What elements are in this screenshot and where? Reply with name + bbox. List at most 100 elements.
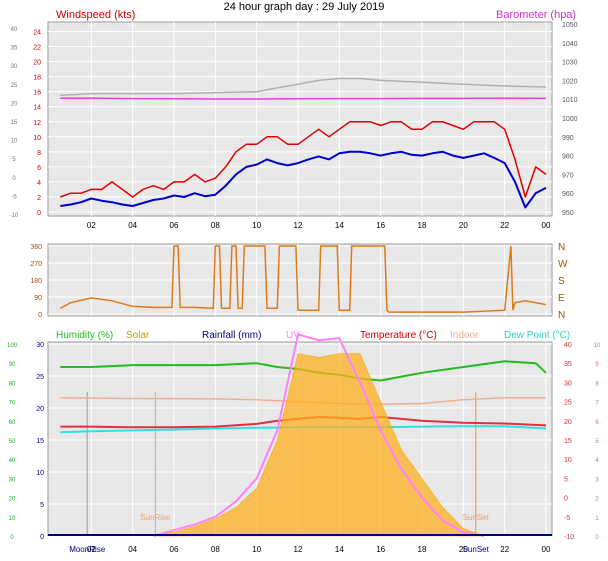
wind-tick-label: 8 xyxy=(37,150,41,157)
x-tick-label: 02 xyxy=(87,545,96,554)
temp-tick-label: 35 xyxy=(11,46,18,52)
x-tick-label: 08 xyxy=(211,221,220,230)
temp-tick-label: 0 xyxy=(12,176,16,182)
dir-tick-label: 270 xyxy=(30,261,42,268)
compass-label: N xyxy=(558,310,565,321)
wind-tick-label: 18 xyxy=(33,75,41,82)
uv-tick-label: 9 xyxy=(595,362,599,368)
wind-tick-label: 22 xyxy=(33,45,41,52)
temp-tick-label: 5 xyxy=(12,157,16,163)
humidity-tick-label: 30 xyxy=(9,477,16,483)
rain-tick-label: 20 xyxy=(36,406,44,413)
event-marker-label: MoonRise xyxy=(69,545,106,554)
wind-tick-label: 4 xyxy=(37,180,41,187)
temp-tick-label: 10 xyxy=(11,139,18,145)
dir-tick-label: 0 xyxy=(38,312,42,319)
wind-barometer-chart: 2422201816141210864204035302520151050-5-… xyxy=(10,9,578,230)
wind-axis-title: Windspeed (kts) xyxy=(56,9,135,21)
rain-tick-label: 10 xyxy=(36,470,44,477)
x-tick-label: 18 xyxy=(418,221,427,230)
uv-tick-label: 8 xyxy=(595,381,599,387)
temp-tick-label: 0 xyxy=(564,496,568,503)
humidity-tick-label: 100 xyxy=(7,343,18,349)
temp-tick-label: -5 xyxy=(11,194,17,200)
humidity-tick-label: 20 xyxy=(9,497,16,503)
series-barometer-line xyxy=(60,97,547,100)
baro-tick-label: 1020 xyxy=(562,78,578,85)
temp-tick-label: 40 xyxy=(564,342,572,349)
x-tick-label: 00 xyxy=(542,221,551,230)
legend-label: Solar xyxy=(126,330,150,341)
legend-label: Dew Point (°C) xyxy=(504,330,570,341)
humidity-tick-label: 60 xyxy=(9,420,16,426)
uv-tick-label: 4 xyxy=(595,458,599,464)
baro-tick-label: 950 xyxy=(562,210,574,217)
rain-tick-label: 5 xyxy=(40,502,44,509)
temp-tick-label: -5 xyxy=(564,515,570,522)
dir-tick-label: 180 xyxy=(30,278,42,285)
x-tick-label: 10 xyxy=(252,545,261,554)
temp-tick-label: 15 xyxy=(11,120,18,126)
temp-tick-label: 20 xyxy=(564,419,572,426)
temp-tick-label: 25 xyxy=(11,83,18,89)
humidity-tick-label: 10 xyxy=(9,516,16,522)
uv-tick-label: 0 xyxy=(595,535,599,541)
wind-tick-label: 0 xyxy=(37,210,41,217)
x-tick-label: 06 xyxy=(170,545,179,554)
humidity-tick-label: 80 xyxy=(9,381,16,387)
wind-tick-label: 16 xyxy=(33,90,41,97)
wind-tick-label: 12 xyxy=(33,120,41,127)
uv-tick-label: 7 xyxy=(595,401,599,407)
baro-tick-label: 1030 xyxy=(562,60,578,67)
series-wind_avg-line xyxy=(60,150,547,209)
event-marker-label: SunSet xyxy=(463,545,490,554)
temp-tick-label: 15 xyxy=(564,438,572,445)
temp-tick-label: 5 xyxy=(564,476,568,483)
series-uv-line xyxy=(153,333,485,537)
x-tick-label: 18 xyxy=(418,545,427,554)
x-tick-label: 14 xyxy=(335,221,344,230)
page-title: 24 hour graph day : 29 July 2019 xyxy=(223,1,385,13)
x-tick-label: 10 xyxy=(252,221,261,230)
wind-tick-label: 2 xyxy=(37,195,41,202)
wind-tick-label: 14 xyxy=(33,105,41,112)
temp-tick-label: 10 xyxy=(564,457,572,464)
x-tick-label: 12 xyxy=(294,545,303,554)
baro-tick-label: 990 xyxy=(562,135,574,142)
compass-label: N xyxy=(558,242,565,253)
legend-label: Temperature (°C) xyxy=(360,330,437,341)
legend-label: Rainfall (mm) xyxy=(202,330,261,341)
series-baro_hist-line xyxy=(60,77,547,97)
x-tick-label: 04 xyxy=(128,221,137,230)
wind-tick-label: 10 xyxy=(33,135,41,142)
compass-label: S xyxy=(558,276,565,287)
uv-tick-label: 5 xyxy=(595,439,599,445)
legend-label: Humidity (%) xyxy=(56,330,113,341)
temp-tick-label: 40 xyxy=(11,27,18,33)
compass-label: W xyxy=(558,259,568,270)
baro-tick-label: 960 xyxy=(562,191,574,198)
temp-tick-label: 35 xyxy=(564,361,572,368)
compass-label: E xyxy=(558,293,565,304)
x-tick-label: 14 xyxy=(335,545,344,554)
rain-tick-label: 30 xyxy=(36,342,44,349)
x-tick-label: 20 xyxy=(459,221,468,230)
temp-tick-label: -10 xyxy=(564,534,574,541)
temp-tick-label: 20 xyxy=(11,101,18,107)
uv-tick-label: 3 xyxy=(595,477,599,483)
wind-tick-label: 20 xyxy=(33,60,41,67)
x-tick-label: 16 xyxy=(376,545,385,554)
event-marker-label: SunRise xyxy=(140,513,171,522)
uv-tick-label: 1 xyxy=(595,516,599,522)
x-tick-label: 00 xyxy=(542,545,551,554)
series-wind_speed-line xyxy=(60,121,547,198)
rain-tick-label: 25 xyxy=(36,374,44,381)
temp-tick-label: 25 xyxy=(564,400,572,407)
baro-tick-label: 1050 xyxy=(562,22,578,29)
rain-tick-label: 15 xyxy=(36,438,44,445)
x-tick-label: 22 xyxy=(500,221,509,230)
wind-plot-area xyxy=(47,21,553,217)
